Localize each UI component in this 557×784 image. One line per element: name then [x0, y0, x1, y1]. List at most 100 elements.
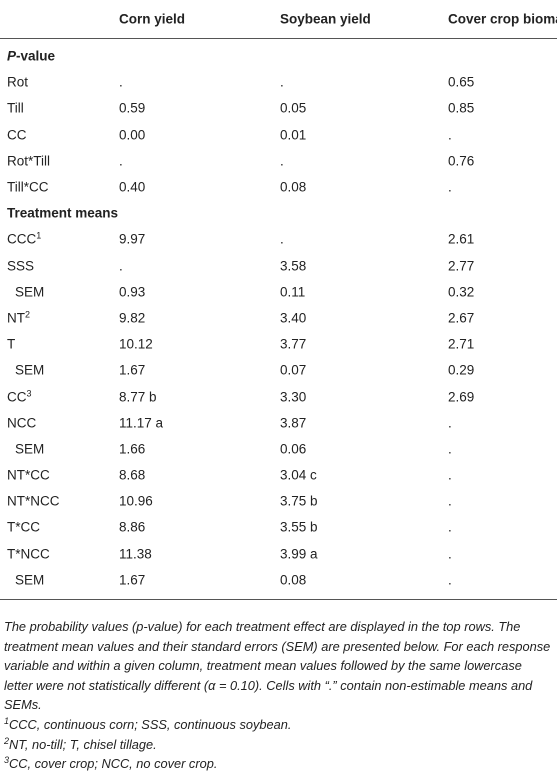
table-row: T*CC 8.86 3.55 b. [0, 514, 557, 540]
note-text: The probability values (p-value) for eac… [4, 619, 551, 713]
row-label: NCC [7, 415, 36, 430]
cell-value: 0.65 [448, 74, 475, 90]
footnote-ref: 2 [25, 309, 31, 320]
cell-value: . [119, 258, 123, 274]
cell-value: 8.77 b [119, 389, 157, 405]
row-label-text: CC [7, 389, 27, 405]
row-label-text: Till [7, 100, 24, 116]
row-label: Till [7, 101, 24, 116]
cell-value: 0.32 [448, 284, 475, 300]
row-label-text: Rot [7, 74, 29, 90]
cell-value: 0.08 [280, 179, 307, 195]
cell-value: 3.77 [280, 336, 307, 352]
cell-value: 8.68 [119, 467, 146, 483]
row-label: NT*CC [7, 468, 50, 483]
footnote: 3CC, cover crop; NCC, no cover crop. [4, 754, 552, 774]
table-row: NT*NCC 10.96 3.75 b. [0, 488, 557, 514]
cell-value: . [280, 231, 284, 247]
section-title-italic: P [7, 48, 17, 64]
column-header: Corn yield [119, 11, 186, 27]
row-label: Rot [7, 75, 28, 90]
table-row: CC 0.00 0.01. [0, 122, 557, 148]
cell-value: 3.55 b [280, 519, 318, 535]
table-row: SSS. 3.58 2.77 [0, 253, 557, 279]
cell-value: . [119, 74, 123, 90]
cell-value: 3.40 [280, 310, 307, 326]
table-row: CC3 8.77 b 3.30 2.69 [0, 383, 557, 409]
row-label-text: NT*CC [7, 467, 50, 483]
cell-value: 0.93 [119, 284, 146, 300]
table-row: Till 0.59 0.05 0.85 [0, 95, 557, 121]
cell-value: 2.71 [448, 336, 475, 352]
cell-value: 11.17 a [119, 415, 164, 431]
cell-value: . [448, 441, 452, 457]
cell-value: 11.38 [119, 546, 152, 562]
cell-value: . [448, 127, 452, 143]
cell-value: 9.82 [119, 310, 146, 326]
cell-value: 3.87 [280, 415, 307, 431]
row-label-text: NCC [7, 415, 37, 431]
cell-value: 0.01 [280, 127, 307, 143]
row-label-text: CC [7, 127, 27, 143]
cell-value: 0.11 [280, 284, 306, 300]
section-title-text: -value [16, 48, 56, 64]
cell-value: . [280, 74, 284, 90]
column-header: Soybean yield [280, 11, 371, 27]
table-row: CCC1 9.97. 2.61 [0, 226, 557, 252]
cell-value: 1.67 [119, 572, 146, 588]
table-row: Rot.. 0.65 [0, 69, 557, 95]
row-label: T*CC [7, 520, 40, 535]
footnote-number: 2 [4, 735, 10, 746]
cell-value: . [448, 467, 452, 483]
table-row: Rot*Till.. 0.76 [0, 148, 557, 174]
cell-value: 3.75 b [280, 493, 318, 509]
row-label-text: SSS [7, 258, 35, 274]
row-label-text: T*CC [7, 519, 40, 535]
cell-value: 0.29 [448, 362, 475, 378]
cell-value: 10.12 [119, 336, 153, 352]
table-row: NCC 11.17 a 3.87. [0, 410, 557, 436]
cell-value: 9.97 [119, 231, 146, 247]
row-label-text: SEM [15, 284, 45, 300]
section-title: Treatment means [7, 206, 118, 221]
cell-value: 2.67 [448, 310, 475, 326]
row-label-text: Rot*Till [7, 153, 51, 169]
row-label: SEM [15, 363, 44, 378]
row-label: CC [7, 127, 27, 142]
cell-value: 0.76 [448, 153, 475, 169]
section-row: Treatment means [0, 200, 557, 226]
cell-value: 2.61 [448, 231, 475, 247]
cell-value: 8.86 [119, 519, 146, 535]
row-label-text: CCC [7, 231, 37, 247]
cell-value: . [448, 572, 452, 588]
row-label: SEM [15, 284, 44, 299]
row-label-text: Till*CC [7, 179, 49, 195]
cell-value: 3.04 c [280, 467, 317, 483]
cell-value: 3.58 [280, 258, 307, 274]
cell-value: 0.85 [448, 100, 475, 116]
cell-value: . [280, 153, 284, 169]
row-label: SSS [7, 258, 34, 273]
row-label-text: SEM [15, 441, 45, 457]
cell-value: 0.07 [280, 362, 307, 378]
table-bottom-rule [0, 593, 557, 600]
row-label: CCC1 [7, 230, 42, 247]
table-row: T*NCC 11.38 3.99 a. [0, 541, 557, 567]
cell-value: 2.69 [448, 389, 475, 405]
footnote-ref: 1 [36, 230, 42, 241]
row-label: CC3 [7, 389, 32, 405]
table-row: SEM 1.67 0.08. [0, 567, 557, 593]
table-row: Till*CC 0.40 0.08. [0, 174, 557, 200]
table-row: NT*CC 8.68 3.04 c. [0, 462, 557, 488]
table-row: SEM 1.66 0.06. [0, 436, 557, 462]
cell-value: 0.00 [119, 127, 146, 143]
footnote: 2NT, no-till; T, chisel tillage. [4, 735, 552, 755]
section-title: P-value [7, 49, 55, 64]
cell-value: 2.77 [448, 258, 475, 274]
row-label-text: NT [7, 310, 25, 326]
row-label: T*NCC [7, 546, 50, 561]
row-label: SEM [15, 441, 44, 456]
cell-value: . [448, 493, 452, 509]
cell-value: 0.05 [280, 100, 307, 116]
footnote-number: 3 [4, 755, 10, 766]
